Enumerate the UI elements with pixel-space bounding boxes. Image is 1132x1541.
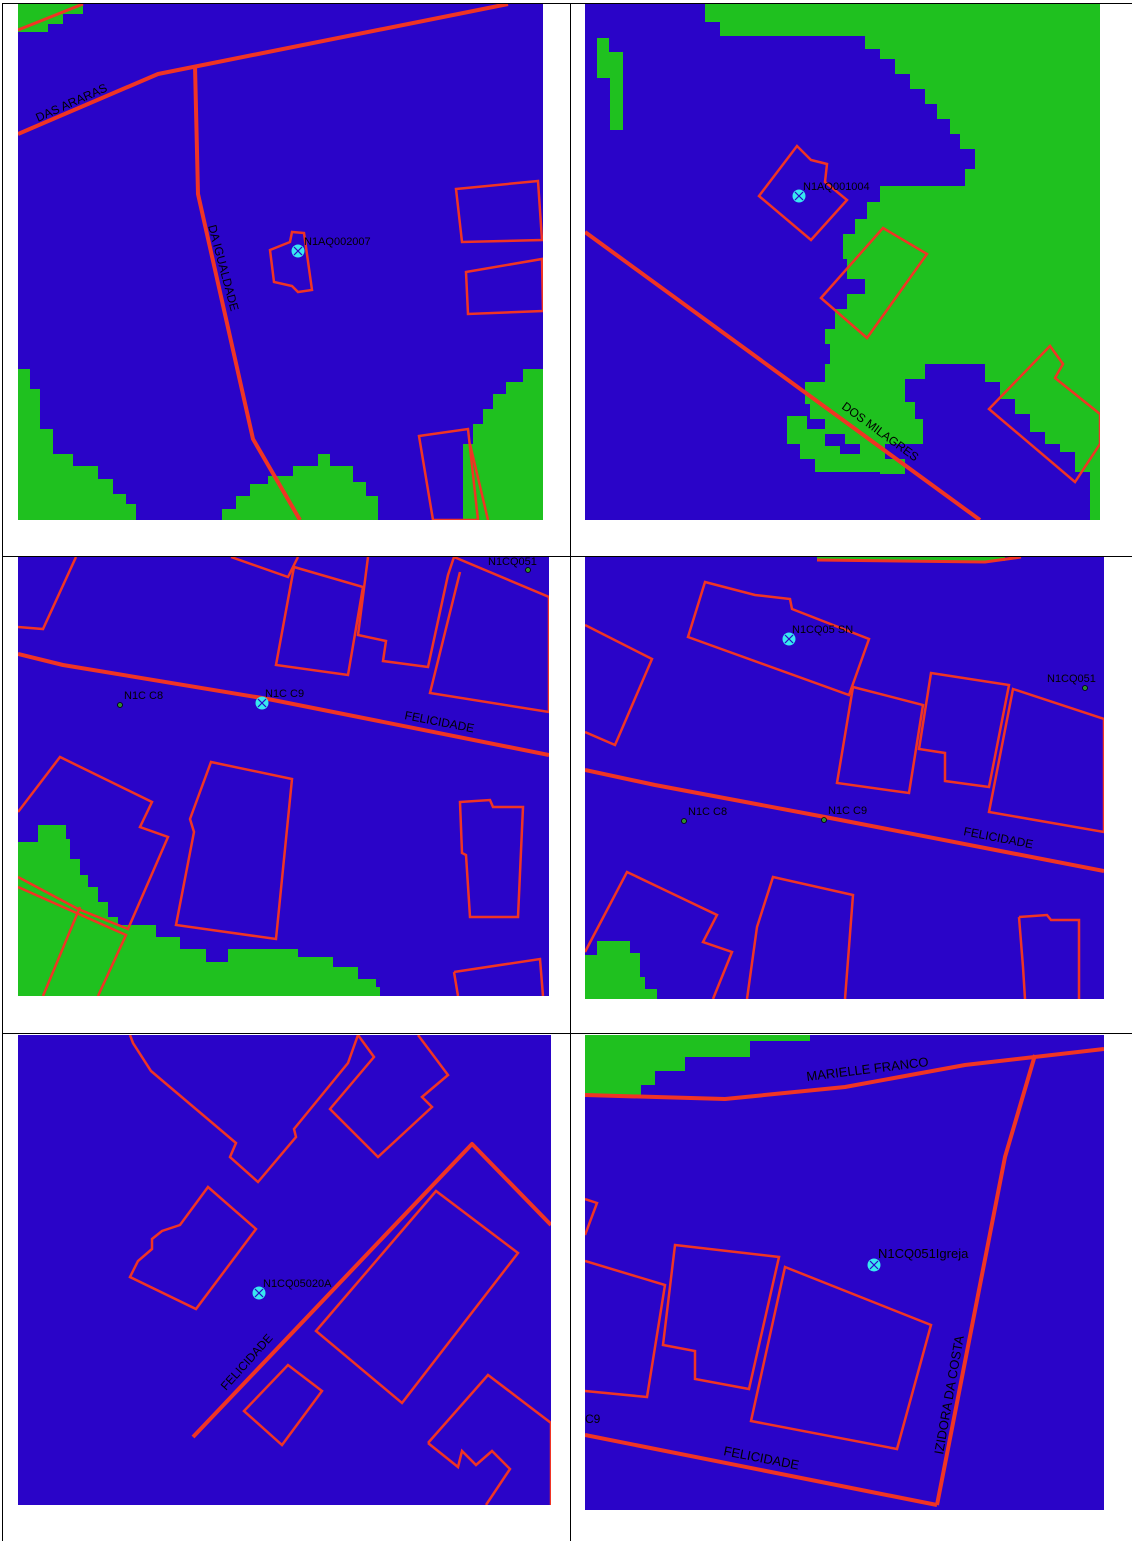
road <box>18 652 549 757</box>
control-point-label: N1CQ051 <box>1047 673 1096 685</box>
grid-line-middle <box>570 3 571 1541</box>
point-label: N1CQ051Igreja <box>878 1246 969 1261</box>
crosshair-point-icon[interactable] <box>792 189 806 203</box>
road <box>816 557 1022 564</box>
control-point-label: N1C C9 <box>828 805 867 817</box>
vegetation-area <box>585 1035 810 1097</box>
vegetation-area <box>222 454 378 520</box>
crosshair-point-icon[interactable] <box>252 1286 266 1300</box>
parcel <box>686 580 871 697</box>
road <box>191 1142 551 1439</box>
control-point-label: N1CQ051 <box>488 557 537 568</box>
parcel <box>314 1189 520 1405</box>
control-point-icon[interactable] <box>821 817 827 823</box>
parcel <box>356 557 456 669</box>
crosshair-point-icon[interactable] <box>867 1258 881 1272</box>
parcel <box>174 760 294 941</box>
control-point-icon[interactable] <box>681 818 687 824</box>
vegetation-area <box>18 369 136 520</box>
parcel <box>987 687 1104 834</box>
grid-line-row-2 <box>2 1033 1132 1034</box>
vegetation-area <box>585 941 657 999</box>
road <box>585 768 1104 873</box>
parcel <box>585 623 654 747</box>
vegetation-area <box>18 825 380 996</box>
parcel <box>749 1265 933 1451</box>
point-label: N1CQ05 SN <box>792 624 853 636</box>
map-panel-3: N1C C8 N1CQ051 N1C C9 FELICIDADE <box>18 557 549 996</box>
building-outline <box>268 230 314 294</box>
building-outline <box>757 144 849 242</box>
map-panel-4: N1C C8 N1C C9 N1CQ051 N1CQ05 SN FELICIDA… <box>585 557 1104 999</box>
parcel <box>417 427 480 520</box>
control-point-icon[interactable] <box>525 567 531 573</box>
road <box>935 1054 1037 1506</box>
map-panel-6: N1CQ051Igreja C9 MARIELLE FRANCO IZIDORA… <box>585 1035 1104 1510</box>
point-label: N1AQ001004 <box>803 181 870 193</box>
vegetation-area <box>787 416 883 472</box>
parcel <box>454 179 543 244</box>
parcel <box>835 685 925 795</box>
parcel <box>242 1363 324 1447</box>
grid-line-row-1 <box>2 556 1132 557</box>
parcel <box>128 1185 258 1311</box>
map-panel-2: N1AQ001004 DOS MILAGRES <box>585 4 1100 520</box>
control-point-label: N1C C8 <box>124 690 163 702</box>
parcel <box>230 557 300 579</box>
point-label: N1AQ002007 <box>304 236 371 248</box>
parcel <box>464 257 543 316</box>
control-point-icon[interactable] <box>117 702 123 708</box>
map-panel-5: N1CQ05020A FELICIDADE <box>18 1035 551 1505</box>
background <box>18 4 543 520</box>
parcel <box>661 1243 781 1391</box>
point-label: N1CQ05020A <box>263 1278 332 1290</box>
parcel <box>458 798 525 919</box>
parcel <box>585 1259 667 1399</box>
parcel <box>987 344 1100 484</box>
control-point-label: N1C C8 <box>688 806 727 818</box>
control-point-label: C9 <box>585 1412 601 1426</box>
map-panel-1: N1AQ002007 DAS ARARAS DA IGUALDADE <box>18 4 543 520</box>
parcel <box>585 1197 599 1236</box>
grid-line-left <box>2 3 3 1541</box>
parcel <box>468 443 490 520</box>
parcel <box>427 1373 551 1505</box>
parcel <box>585 870 734 999</box>
control-point-icon[interactable] <box>1082 685 1088 691</box>
parcel <box>18 557 78 631</box>
parcel <box>452 957 545 996</box>
crosshair-point-icon[interactable] <box>782 632 796 646</box>
parcel <box>18 755 170 931</box>
parcel <box>274 565 365 677</box>
grid-line-top <box>2 3 1132 4</box>
vegetation-area <box>705 4 1100 520</box>
parcel <box>1017 913 1081 999</box>
vegetation-area <box>597 38 623 130</box>
parcel <box>428 557 549 714</box>
crosshair-point-icon[interactable] <box>255 696 269 710</box>
point-label: N1C C9 <box>265 688 304 700</box>
parcel <box>745 875 855 999</box>
road <box>585 230 982 520</box>
background <box>18 1035 551 1505</box>
road <box>18 4 509 136</box>
parcel <box>917 671 1011 789</box>
road <box>18 4 84 32</box>
parcel <box>819 226 929 340</box>
vegetation-area <box>463 369 543 520</box>
road <box>585 1433 938 1507</box>
crosshair-point-icon[interactable] <box>291 244 305 258</box>
parcel <box>18 885 128 996</box>
parcel <box>328 1035 450 1159</box>
road <box>585 1047 1104 1101</box>
road <box>193 65 302 520</box>
parcel <box>128 1035 360 1184</box>
